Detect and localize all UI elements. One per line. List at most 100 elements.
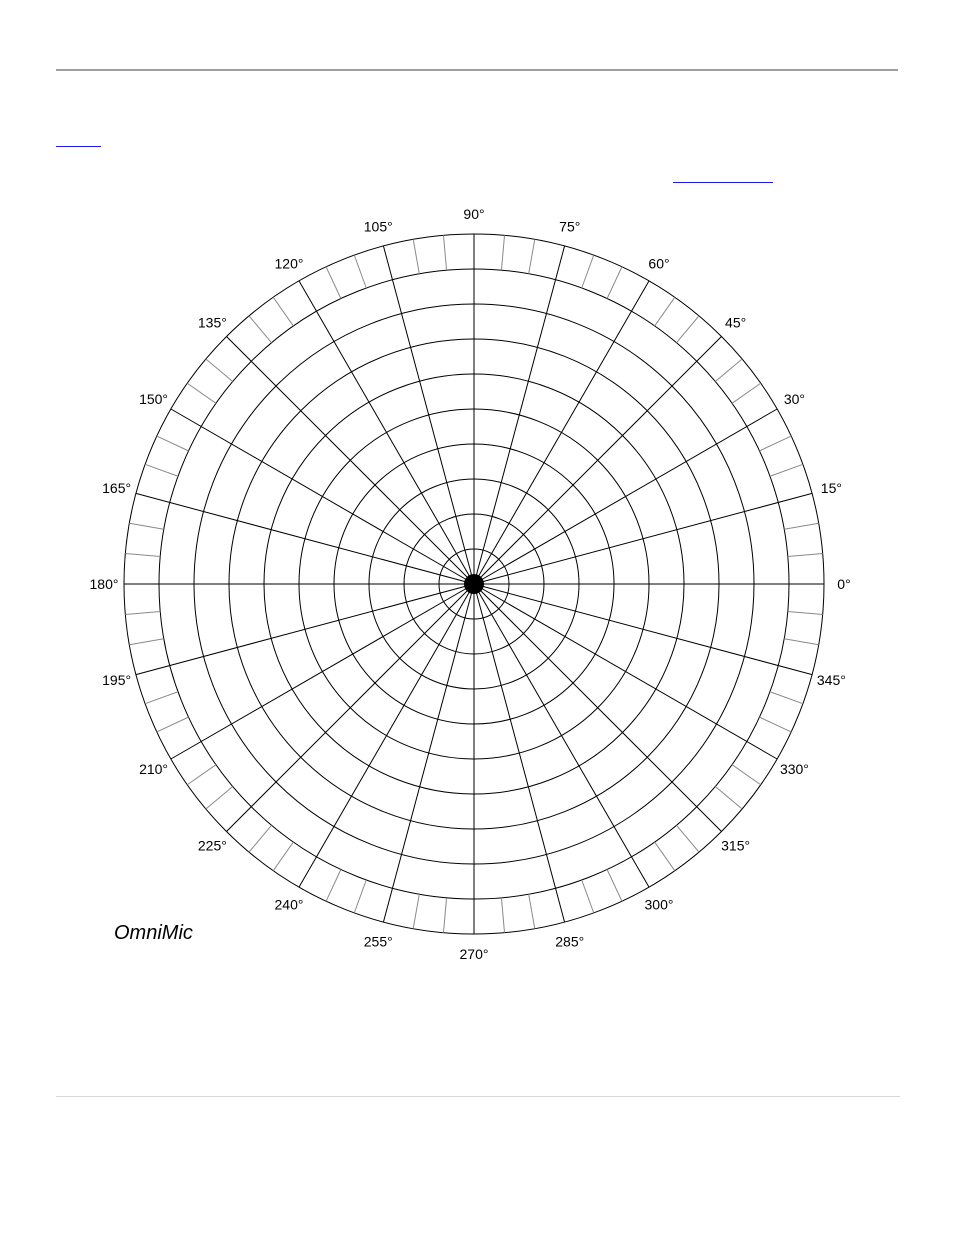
polar-spokes	[124, 234, 824, 934]
polar-minor-tick	[676, 315, 700, 344]
angle-label-270: 270°	[460, 946, 489, 962]
angle-label-330: 330°	[780, 761, 809, 777]
angle-label-60: 60°	[648, 256, 669, 272]
polar-spoke	[473, 583, 566, 923]
polar-minor-tick	[443, 897, 448, 933]
polar-angle-labels: 0° 15° 30° 45° 60° 75° 90° 105° 120° 135° 150° 165°…	[90, 206, 851, 962]
polar-minor-tick	[248, 824, 272, 853]
polar-minor-tick	[654, 297, 676, 327]
polar-minor-tick	[325, 266, 342, 299]
polar-minor-tick	[272, 841, 294, 871]
polar-minor-tick	[759, 716, 792, 733]
angle-label-45: 45°	[725, 314, 746, 330]
polar-minor-tick	[784, 522, 819, 530]
polar-minor-tick	[714, 358, 743, 382]
polar-minor-ticks	[125, 235, 823, 933]
polar-spoke	[135, 492, 475, 585]
polar-spoke	[170, 408, 475, 585]
brand-label: OmniMic	[114, 922, 193, 944]
polar-minor-tick	[443, 235, 448, 271]
polar-spoke	[298, 583, 475, 888]
polar-minor-tick	[272, 297, 294, 327]
angle-label-285: 285°	[555, 933, 584, 949]
polar-minor-tick	[187, 382, 217, 404]
angle-label-180: 180°	[90, 576, 119, 592]
polar-minor-tick	[581, 254, 595, 289]
polar-minor-tick	[500, 897, 505, 933]
polar-minor-tick	[606, 869, 623, 902]
polar-minor-tick	[187, 764, 217, 786]
polar-minor-tick	[144, 463, 179, 477]
polar-spoke	[135, 583, 475, 676]
angle-label-75: 75°	[559, 219, 580, 235]
polar-spoke	[226, 583, 475, 832]
polar-spoke	[473, 245, 566, 585]
angle-label-255: 255°	[364, 933, 393, 949]
polar-minor-tick	[606, 266, 623, 299]
polar-minor-tick	[528, 239, 536, 274]
polar-minor-tick	[144, 691, 179, 705]
polar-minor-tick	[353, 879, 367, 914]
link-underline-left[interactable]	[56, 146, 101, 147]
polar-minor-tick	[676, 824, 700, 853]
polar-minor-tick	[654, 841, 676, 871]
angle-label-240: 240°	[275, 896, 304, 912]
polar-minor-tick	[787, 610, 823, 615]
polar-spoke	[473, 583, 722, 832]
polar-minor-tick	[248, 315, 272, 344]
polar-minor-tick	[156, 435, 189, 452]
angle-label-90: 90°	[463, 206, 484, 222]
polar-minor-tick	[714, 786, 743, 810]
bottom-divider	[56, 1096, 900, 1097]
polar-minor-tick	[769, 463, 804, 477]
polar-minor-tick	[156, 716, 189, 733]
polar-minor-tick	[125, 553, 161, 558]
angle-label-30: 30°	[784, 391, 805, 407]
polar-minor-tick	[731, 764, 761, 786]
polar-spoke	[473, 583, 813, 676]
angle-label-300: 300°	[645, 896, 674, 912]
link-underline-right[interactable]	[673, 182, 773, 183]
angle-label-0: 0°	[837, 576, 850, 592]
polar-minor-tick	[784, 638, 819, 646]
polar-spoke	[473, 336, 722, 585]
angle-label-210: 210°	[139, 761, 168, 777]
polar-minor-tick	[129, 522, 164, 530]
angle-label-195: 195°	[102, 672, 131, 688]
polar-minor-tick	[353, 254, 367, 289]
polar-center-hub	[464, 574, 484, 594]
polar-minor-tick	[731, 382, 761, 404]
polar-minor-tick	[129, 638, 164, 646]
polar-minor-tick	[412, 239, 420, 274]
polar-spoke	[473, 583, 650, 888]
angle-label-345: 345°	[817, 672, 846, 688]
polar-minor-tick	[325, 869, 342, 902]
angle-label-315: 315°	[721, 838, 750, 854]
polar-spoke	[473, 492, 813, 585]
polar-spoke	[382, 583, 475, 923]
polar-minor-tick	[205, 786, 234, 810]
top-divider	[56, 69, 898, 71]
polar-minor-tick	[500, 235, 505, 271]
polar-spoke	[298, 280, 475, 585]
polar-minor-tick	[759, 435, 792, 452]
angle-label-105: 105°	[364, 219, 393, 235]
angle-label-150: 150°	[139, 391, 168, 407]
angle-label-120: 120°	[275, 256, 304, 272]
polar-minor-tick	[769, 691, 804, 705]
polar-spoke	[473, 583, 778, 760]
angle-label-15: 15°	[821, 480, 842, 496]
polar-spoke	[170, 583, 475, 760]
angle-label-225: 225°	[198, 838, 227, 854]
angle-label-165: 165°	[102, 480, 131, 496]
polar-spoke	[473, 408, 778, 585]
polar-minor-tick	[528, 894, 536, 929]
polar-minor-tick	[412, 894, 420, 929]
angle-label-135: 135°	[198, 314, 227, 330]
polar-minor-tick	[581, 879, 595, 914]
polar-spoke	[473, 280, 650, 585]
polar-minor-tick	[787, 553, 823, 558]
polar-spoke	[226, 336, 475, 585]
polar-minor-tick	[125, 610, 161, 615]
